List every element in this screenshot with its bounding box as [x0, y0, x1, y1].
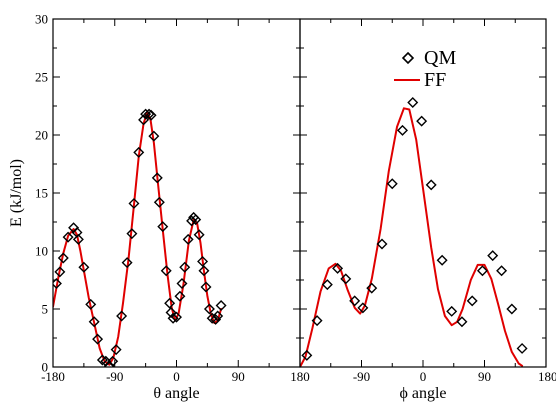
y-tick-label: 20	[35, 128, 48, 143]
x-tick-label: -90	[106, 369, 123, 384]
panel-right-plot-area	[300, 97, 528, 367]
qm-data-point	[153, 196, 165, 208]
qm-data-point	[78, 261, 90, 273]
qm-data-point	[407, 97, 419, 109]
qm-data-point	[121, 257, 133, 269]
qm-data-point	[516, 342, 528, 354]
qm-data-point	[357, 302, 369, 314]
qm-data-point	[198, 265, 210, 277]
qm-data-point	[174, 290, 186, 302]
qm-data-point	[133, 146, 145, 158]
x-tick-label: 0	[173, 369, 180, 384]
qm-data-point	[145, 109, 157, 121]
qm-data-point	[96, 354, 108, 366]
qm-data-point	[436, 254, 448, 266]
qm-data-point	[190, 214, 202, 226]
qm-data-point	[466, 295, 478, 307]
qm-data-point	[88, 316, 100, 328]
qm-data-point	[301, 349, 313, 361]
x-tick-label: -90	[353, 369, 370, 384]
qm-data-point	[311, 315, 323, 327]
qm-data-point	[107, 355, 119, 367]
x-tick-label: 180	[290, 369, 310, 384]
ff-series-line	[300, 107, 524, 367]
panel-left-frame	[52, 18, 301, 368]
plot-layer	[53, 97, 528, 367]
y-tick-label: 30	[35, 12, 48, 27]
qm-data-point	[193, 229, 205, 241]
qm-data-point	[126, 228, 138, 240]
qm-data-point	[210, 313, 222, 325]
qm-data-point	[176, 277, 188, 289]
y-tick-label: 5	[42, 302, 49, 317]
qm-data-point	[197, 255, 209, 267]
qm-data-point	[182, 233, 194, 245]
qm-data-point	[349, 295, 361, 307]
frame-layer	[52, 18, 547, 368]
qm-data-point	[386, 178, 398, 190]
legend-qm-marker	[401, 51, 415, 65]
x-tick-label: 0	[420, 369, 427, 384]
qm-data-point	[62, 231, 74, 243]
qm-data-point	[165, 306, 177, 318]
qm-data-point	[72, 233, 84, 245]
qm-data-point	[332, 262, 344, 274]
qm-data-point	[496, 265, 508, 277]
x-axis-title-right: ϕ angle	[399, 385, 446, 402]
y-tick-label: 0	[42, 360, 49, 375]
x-axis-title-left: θ angle	[153, 385, 199, 402]
ff-series-line	[53, 112, 223, 366]
qm-data-point	[340, 273, 352, 285]
x-tick-label: 90	[232, 369, 245, 384]
qm-data-point	[212, 310, 224, 322]
qm-data-point	[54, 266, 66, 278]
qm-data-point	[110, 344, 122, 356]
legend-qm-label: QM	[424, 47, 456, 69]
qm-data-point	[186, 215, 198, 227]
qm-data-point	[171, 311, 182, 323]
qm-data-point	[476, 265, 488, 277]
qm-data-point	[116, 310, 128, 322]
qm-data-point	[148, 130, 160, 142]
y-tick-label: 25	[35, 70, 48, 85]
text-layer: -180 -90 0 90 180 0 5 10 15 20 25 30 θ angle E (kJ/mo…	[8, 12, 556, 403]
qm-data-point	[203, 303, 215, 315]
y-axis-title: E (kJ/mol)	[8, 159, 25, 227]
y-tick-label: 15	[35, 186, 48, 201]
x-tick-label: -180	[41, 369, 65, 384]
qm-data-point	[456, 316, 468, 328]
qm-data-point	[321, 279, 333, 291]
qm-data-point	[167, 312, 179, 324]
x-tick-label: 90	[478, 369, 491, 384]
qm-data-point	[157, 221, 169, 233]
qm-data-point	[506, 303, 518, 315]
qm-data-point	[416, 115, 428, 127]
qm-data-point	[179, 261, 191, 273]
qm-data-point	[397, 124, 408, 136]
panel-left-plot-area	[53, 108, 227, 367]
x-tick-label: 180	[538, 369, 556, 384]
qm-data-point	[200, 281, 212, 293]
qm-data-point	[446, 305, 458, 317]
qm-data-point	[164, 297, 176, 309]
qm-data-point	[425, 179, 437, 191]
qm-data-point	[376, 238, 388, 250]
qm-data-point	[57, 252, 69, 264]
qm-data-point	[487, 250, 499, 262]
qm-data-point	[366, 282, 378, 294]
qm-data-point	[151, 172, 163, 184]
qm-data-point	[215, 300, 227, 312]
qm-data-point	[206, 312, 218, 324]
y-tick-label: 10	[35, 244, 48, 259]
qm-data-point	[160, 265, 172, 277]
legend-ff-label: FF	[424, 69, 446, 91]
qm-data-point	[128, 197, 140, 209]
qm-data-point	[92, 333, 104, 345]
qm-data-point	[85, 298, 97, 310]
